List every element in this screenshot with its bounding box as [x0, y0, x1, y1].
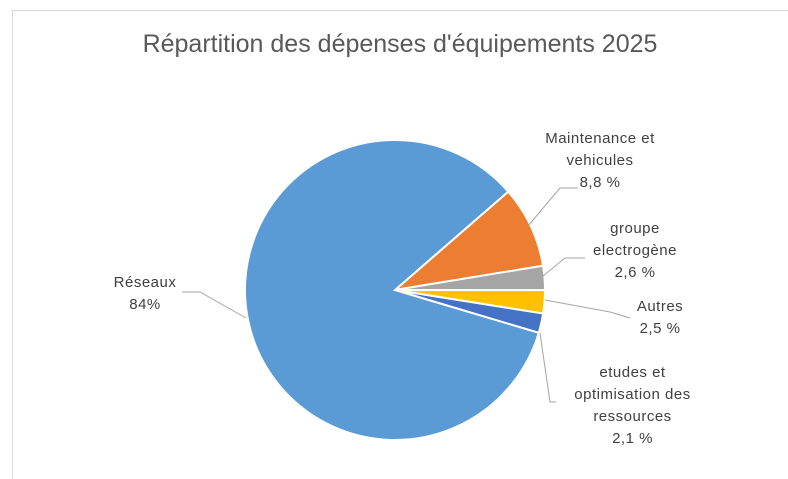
value-label: 2,6 %	[614, 264, 656, 281]
leader-lines	[182, 187, 631, 403]
data-label: Réseaux 84%	[95, 272, 195, 316]
category-label: Autres	[636, 298, 684, 315]
pie-slice	[391, 190, 545, 292]
data-label: groupe electrogène 2,6 %	[580, 218, 690, 284]
category-label: Réseaux	[113, 274, 177, 291]
leader-line	[542, 257, 585, 277]
leader-line	[182, 291, 247, 319]
value-label: 84%	[129, 296, 161, 313]
value-label: 2,1 %	[612, 430, 653, 447]
pie	[244, 139, 547, 441]
leader-line	[527, 187, 578, 227]
leader-line	[539, 332, 556, 403]
data-label: Autres 2,5 %	[610, 296, 710, 340]
category-label: Maintenance et vehicules	[545, 130, 655, 169]
category-label: groupe electrogène	[593, 220, 677, 259]
value-label: 2,5 %	[639, 320, 681, 337]
pie-slice	[244, 139, 540, 441]
data-label: Maintenance et vehicules 8,8 %	[535, 128, 665, 194]
data-label: etudes et optimisation des ressources 2,1…	[560, 362, 705, 450]
chart-border	[12, 10, 788, 479]
leader-line	[544, 299, 631, 319]
category-label: etudes et optimisation des ressources	[574, 364, 691, 425]
chart-title: Répartition des dépenses d'équipements 2…	[142, 30, 658, 58]
value-label: 8,8 %	[579, 174, 621, 191]
